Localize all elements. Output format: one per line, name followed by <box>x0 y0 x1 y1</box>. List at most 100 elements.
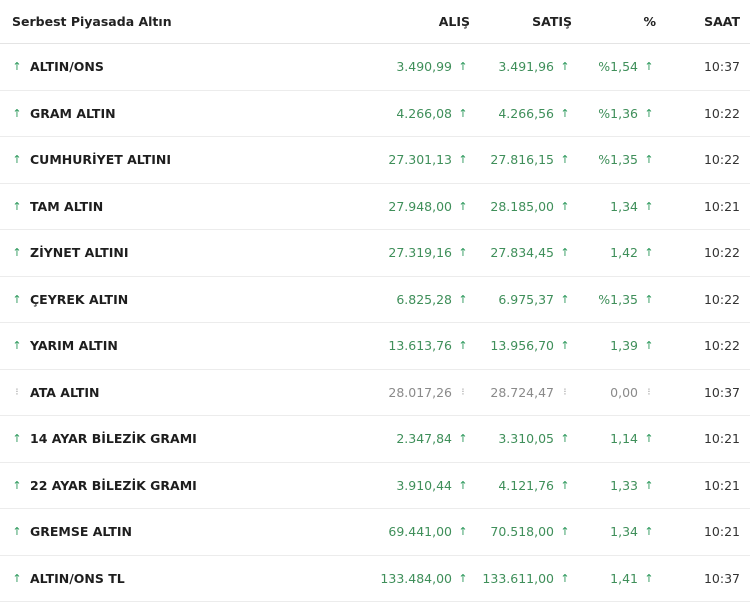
satis-value: 27.834,45 <box>490 245 554 261</box>
percent-value: 1,14 <box>610 431 638 447</box>
table-row[interactable]: ↑ TAM ALTIN 27.948,00 ↑ 28.185,00 ↑ 1,34 ↑ 10:21 <box>0 184 750 230</box>
time-value: 10:22 <box>703 105 740 121</box>
arrow-up-icon: ↑ <box>12 339 22 353</box>
arrow-up-icon: ↑ <box>560 199 570 213</box>
time-value: 10:22 <box>703 338 740 354</box>
table-row[interactable]: ↑ CUMHURİYET ALTINI 27.301,13 ↑ 27.816,15 ↑ %1… <box>0 137 750 184</box>
instrument-name: ATA ALTIN <box>30 384 100 400</box>
table-row[interactable]: ↑ 22 AYAR BİLEZİK GRAMI 3.910,44 ↑ 4.121,76 ↑… <box>0 463 750 509</box>
table-row[interactable]: ↑ 14 AYAR BİLEZİK GRAMI 2.347,84 ↑ 3.310,05 ↑… <box>0 416 750 463</box>
alis-value: 3.490,99 <box>396 59 452 75</box>
alis-value: 4.266,08 <box>396 105 452 121</box>
table-row[interactable]: ⁝ ATA ALTIN 28.017,26 ⁝ 28.724,47 ⁝ 0,00 ⁝ 10:37 <box>0 370 750 416</box>
table-row[interactable]: ↑ ÇEYREK ALTIN 6.825,28 ↑ 6.975,37 ↑ %1,35 ↑ 10:… <box>0 277 750 323</box>
percent-value: 1,39 <box>610 338 638 354</box>
percent-value: 1,34 <box>610 198 638 214</box>
time-value: 10:22 <box>703 291 740 307</box>
percent-cell: %1,35 ↑ <box>598 277 656 323</box>
header-name: Serbest Piyasada Altın <box>12 14 172 29</box>
time-value: 10:21 <box>703 477 740 493</box>
alis-value: 27.948,00 <box>388 198 452 214</box>
arrow-up-icon: ↑ <box>12 571 22 585</box>
name-cell: ↑ ALTIN/ONS <box>12 44 103 90</box>
time-cell: 10:21 <box>704 184 740 230</box>
arrow-up-icon: ↑ <box>644 292 654 306</box>
satis-cell: 3.491,96 ↑ <box>498 44 572 90</box>
table-row[interactable]: ↑ YARIM ALTIN 13.613,76 ↑ 13.956,70 ↑ 1,39 ↑ 10:… <box>0 323 750 370</box>
header-saat: SAAT <box>704 14 740 29</box>
arrow-up-icon: ↑ <box>644 106 654 120</box>
table-row[interactable]: ↑ GREMSE ALTIN 69.441,00 ↑ 70.518,00 ↑ 1,34 ↑ 10… <box>0 509 750 556</box>
time-cell: 10:22 <box>704 91 740 137</box>
instrument-name: GREMSE ALTIN <box>30 524 132 540</box>
alis-cell: 27.948,00 ↑ <box>388 184 470 230</box>
arrow-up-icon: ↑ <box>644 153 654 167</box>
instrument-name: YARIM ALTIN <box>30 338 118 354</box>
table-row[interactable]: ↑ ALTIN/ONS TL 133.484,00 ↑ 133.611,00 ↑ 1,41 ↑… <box>0 556 750 602</box>
table-header: Serbest Piyasada Altın ALIŞ SATIŞ % SAAT <box>0 0 750 44</box>
instrument-name: ÇEYREK ALTIN <box>30 291 129 307</box>
satis-cell: 4.121,76 ↑ <box>498 463 572 509</box>
arrow-up-icon: ↑ <box>12 525 22 539</box>
dots-icon: ⁝ <box>563 386 567 398</box>
percent-cell: %1,36 ↑ <box>598 91 656 137</box>
name-cell: ↑ ZİYNET ALTINI <box>12 230 128 276</box>
time-cell: 10:21 <box>704 463 740 509</box>
name-cell: ↑ 14 AYAR BİLEZİK GRAMI <box>12 416 197 462</box>
time-value: 10:22 <box>703 245 740 261</box>
satis-value: 6.975,37 <box>498 291 554 307</box>
instrument-name: 14 AYAR BİLEZİK GRAMI <box>30 431 197 447</box>
alis-value: 6.825,28 <box>396 291 452 307</box>
arrow-up-icon: ↑ <box>560 153 570 167</box>
table-row[interactable]: ↑ GRAM ALTIN 4.266,08 ↑ 4.266,56 ↑ %1,36 ↑ 10:22 <box>0 91 750 137</box>
satis-cell: 28.185,00 ↑ <box>490 184 572 230</box>
table-row[interactable]: ↑ ZİYNET ALTINI 27.319,16 ↑ 27.834,45 ↑ 1,42 ↑ 1… <box>0 230 750 277</box>
arrow-up-icon: ↑ <box>644 432 654 446</box>
arrow-up-icon: ↑ <box>12 246 22 260</box>
percent-cell: 1,41 ↑ <box>610 556 656 602</box>
instrument-name: GRAM ALTIN <box>30 105 116 121</box>
arrow-up-icon: ↑ <box>560 339 570 353</box>
time-value: 10:37 <box>703 384 740 400</box>
arrow-up-icon: ↑ <box>458 153 468 167</box>
satis-cell: 27.816,15 ↑ <box>490 137 572 183</box>
satis-cell: 4.266,56 ↑ <box>498 91 572 137</box>
percent-value: 0,00 <box>610 384 638 400</box>
satis-value: 27.816,15 <box>490 152 554 168</box>
percent-cell: 1,39 ↑ <box>610 323 656 369</box>
satis-value: 4.121,76 <box>498 477 554 493</box>
arrow-up-icon: ↑ <box>12 478 22 492</box>
satis-value: 133.611,00 <box>482 570 554 586</box>
name-cell: ↑ ÇEYREK ALTIN <box>12 277 128 323</box>
alis-value: 3.910,44 <box>396 477 452 493</box>
table-row[interactable]: ↑ ALTIN/ONS 3.490,99 ↑ 3.491,96 ↑ %1,54 ↑ 10:37 <box>0 44 750 91</box>
percent-value: %1,36 <box>598 105 638 121</box>
satis-value: 4.266,56 <box>498 105 554 121</box>
instrument-name: 22 AYAR BİLEZİK GRAMI <box>30 477 197 493</box>
alis-value: 13.613,76 <box>388 338 452 354</box>
alis-value: 27.319,16 <box>388 245 452 261</box>
time-value: 10:21 <box>703 524 740 540</box>
satis-value: 3.491,96 <box>498 59 554 75</box>
dots-icon: ⁝ <box>461 386 465 398</box>
arrow-up-icon: ↑ <box>560 292 570 306</box>
time-cell: 10:22 <box>704 137 740 183</box>
alis-value: 27.301,13 <box>388 152 452 168</box>
percent-cell: %1,35 ↑ <box>598 137 656 183</box>
satis-value: 28.185,00 <box>490 198 554 214</box>
arrow-up-icon: ↑ <box>560 246 570 260</box>
arrow-up-icon: ↑ <box>560 106 570 120</box>
arrow-up-icon: ↑ <box>12 292 22 306</box>
satis-value: 13.956,70 <box>490 338 554 354</box>
time-cell: 10:37 <box>704 44 740 90</box>
alis-cell: 69.441,00 ↑ <box>388 509 470 555</box>
table-body: ↑ ALTIN/ONS 3.490,99 ↑ 3.491,96 ↑ %1,54 ↑ 10:37 ↑… <box>0 44 750 602</box>
name-cell: ↑ ALTIN/ONS TL <box>12 556 124 602</box>
alis-cell: 27.319,16 ↑ <box>388 230 470 276</box>
instrument-name: TAM ALTIN <box>30 198 104 214</box>
alis-value: 133.484,00 <box>380 570 452 586</box>
arrow-up-icon: ↑ <box>458 432 468 446</box>
header-alis: ALIŞ <box>438 14 470 29</box>
time-value: 10:37 <box>703 59 740 75</box>
